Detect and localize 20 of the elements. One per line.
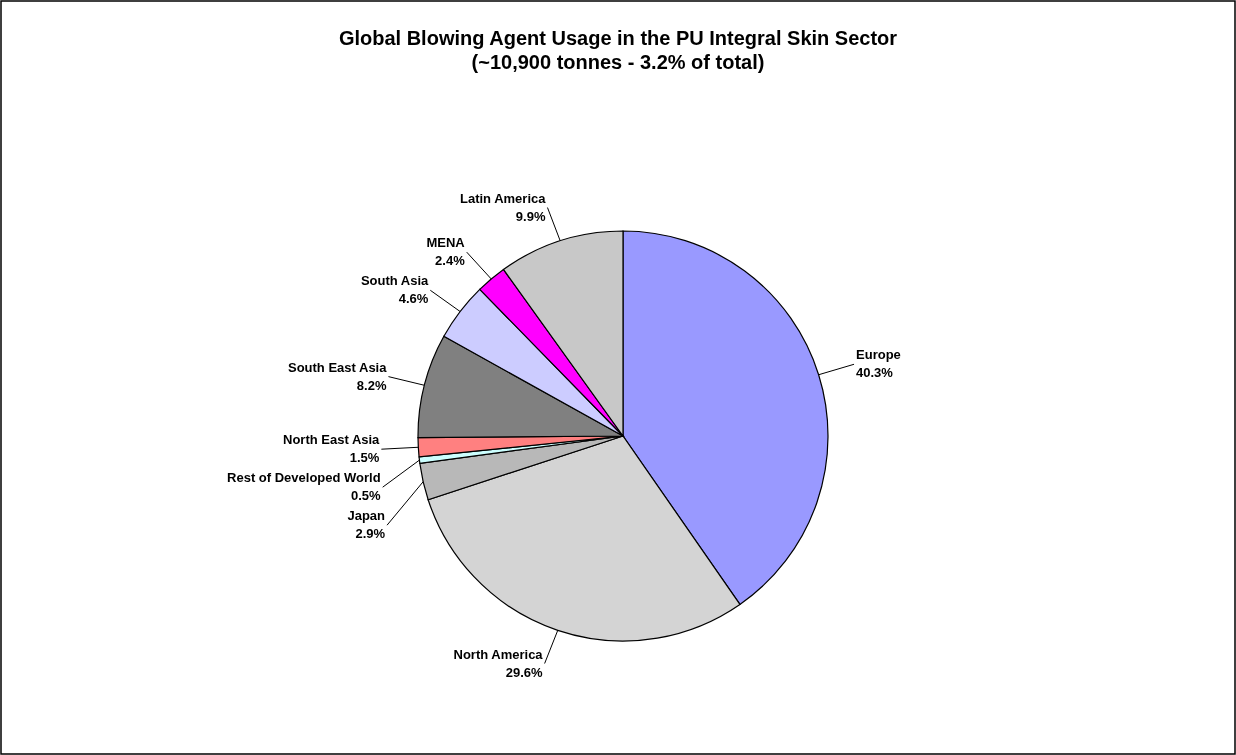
slice-label: South East Asia — [287, 359, 388, 375]
data-label: 0.5% — [351, 488, 382, 504]
data-label: 29.6% — [505, 664, 544, 680]
slice-label: South Asia — [360, 273, 430, 289]
slice-label: Rest of Developed World — [227, 470, 381, 486]
slice-label: MENA — [426, 235, 466, 251]
data-label: 4.6% — [398, 291, 429, 307]
slice-label: Europe — [856, 347, 901, 363]
chart-title: Global Blowing Agent Usage in the PU Integral Skin Sector — [338, 27, 898, 49]
slice-label: Japan — [347, 508, 386, 524]
chart-subtitle: (~10,900 tonnes - 3.2% of total) — [471, 51, 765, 73]
slice-label: Latin America — [459, 190, 547, 206]
data-label: 9.9% — [515, 208, 546, 224]
slice-label: North America — [453, 646, 544, 662]
slice-label: North East Asia — [283, 432, 381, 448]
data-label: 2.9% — [355, 526, 386, 542]
data-label: 1.5% — [349, 450, 380, 466]
data-label: 8.2% — [356, 377, 387, 393]
data-label: 2.4% — [435, 253, 466, 269]
data-label: 40.3% — [856, 365, 894, 381]
